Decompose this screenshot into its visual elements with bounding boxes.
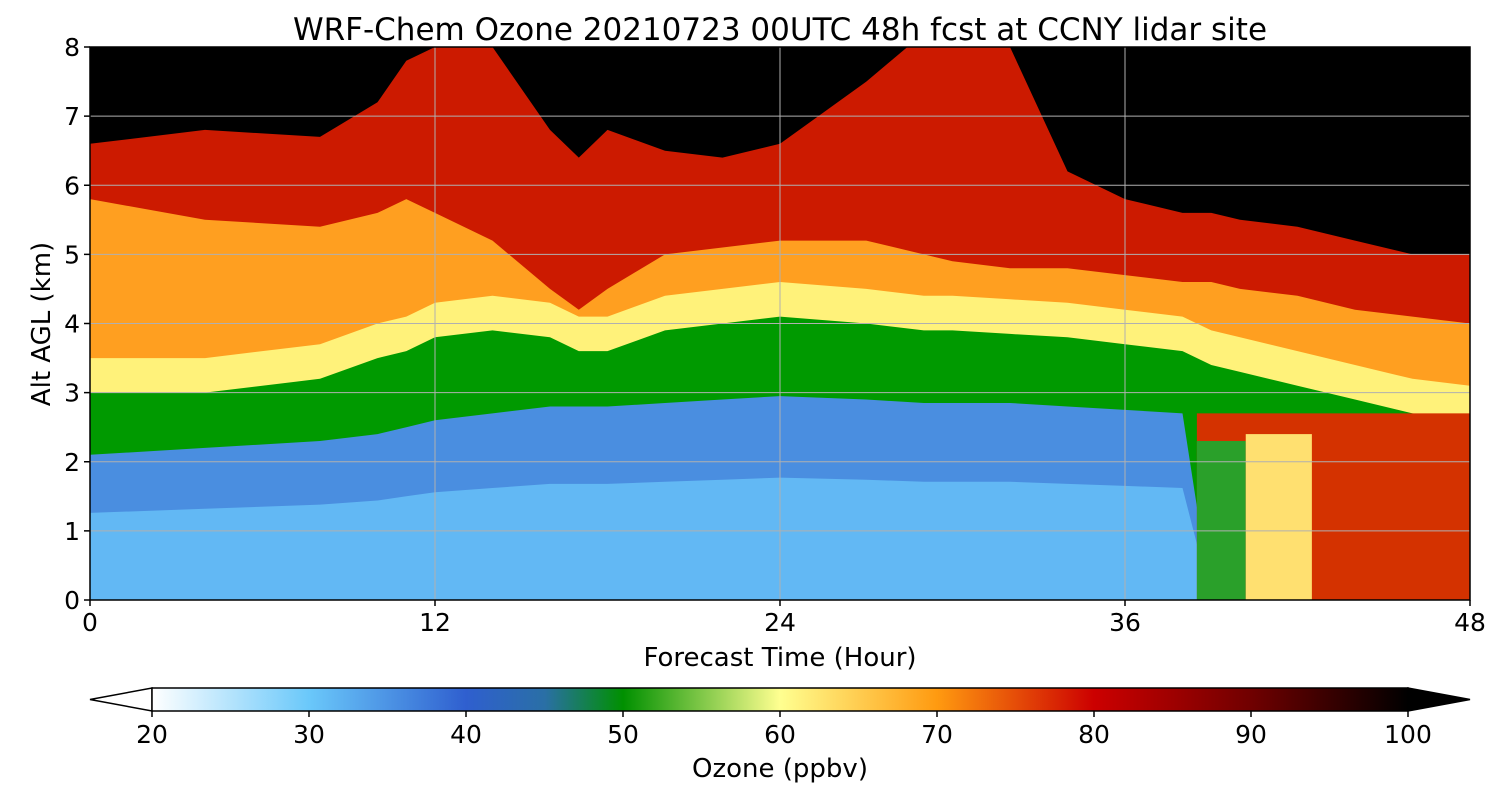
x-tick-label: 0 (82, 608, 98, 637)
y-tick-label: 3 (64, 379, 80, 408)
x-tick-label: 48 (1454, 608, 1486, 637)
colorbar-tick-label: 90 (1235, 720, 1267, 749)
colorbar-tick-label: 80 (1078, 720, 1110, 749)
x-tick-label: 12 (419, 608, 451, 637)
y-axis-label: Alt AGL (km) (27, 242, 57, 406)
colorbar: 20 30 40 50 60 70 80 90 100 Ozone (ppbv) (89, 687, 1471, 784)
chart-title: WRF-Chem Ozone 20210723 00UTC 48h fcst a… (293, 12, 1267, 48)
y-tick-label: 0 (64, 586, 80, 615)
colorbar-tick-label: 50 (607, 720, 639, 749)
y-tick-label: 8 (64, 33, 80, 62)
x-axis: 0 12 24 36 48 (82, 600, 1486, 637)
colorbar-body (151, 687, 1409, 712)
grid (90, 47, 1470, 600)
colorbar-under-extension (89, 687, 153, 712)
y-tick-label: 6 (64, 171, 80, 200)
x-axis-label: Forecast Time (Hour) (643, 643, 916, 673)
y-tick-label: 2 (64, 448, 80, 477)
x-tick-label: 36 (1109, 608, 1141, 637)
plot-area (89, 46, 1471, 601)
y-tick-label: 5 (64, 240, 80, 269)
colorbar-label: Ozone (ppbv) (692, 754, 868, 784)
y-axis: 0 1 2 3 4 5 6 7 8 (64, 33, 90, 615)
colorbar-ticks: 20 30 40 50 60 70 80 90 100 (136, 711, 1432, 749)
colorbar-tick-label: 20 (136, 720, 168, 749)
y-tick-label: 7 (64, 102, 80, 131)
colorbar-tick-label: 60 (764, 720, 796, 749)
band-surface-transition-yellow (1245, 434, 1312, 600)
colorbar-tick-label: 100 (1384, 720, 1432, 749)
colorbar-tick-label: 70 (921, 720, 953, 749)
y-tick-label: 4 (64, 310, 80, 339)
band-surface-transition-green (1196, 441, 1246, 600)
colorbar-tick-label: 30 (293, 720, 325, 749)
colorbar-tick-label: 40 (450, 720, 482, 749)
y-tick-label: 1 (64, 517, 80, 546)
colorbar-over-extension (1407, 687, 1471, 712)
x-tick-label: 24 (764, 608, 796, 637)
